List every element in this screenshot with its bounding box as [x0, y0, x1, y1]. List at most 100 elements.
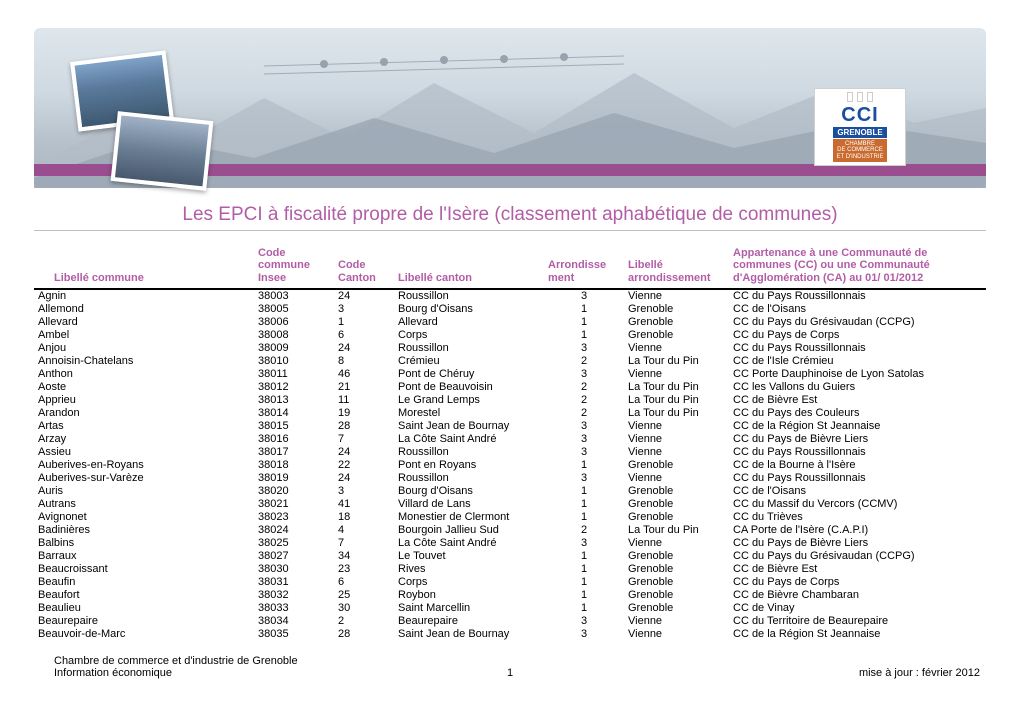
- cell: 3: [544, 615, 624, 628]
- cell: 38025: [254, 537, 334, 550]
- cell: 11: [334, 394, 394, 407]
- cell: Assieu: [34, 446, 254, 459]
- cell: Grenoble: [624, 485, 729, 498]
- cell: CC de la Région St Jeannaise: [729, 628, 986, 641]
- cell: Saint Jean de Bournay: [394, 628, 544, 641]
- cell: Grenoble: [624, 303, 729, 316]
- cell: Allevard: [34, 316, 254, 329]
- cell: 7: [334, 537, 394, 550]
- cell: 24: [334, 289, 394, 303]
- cell: CC de la Bourne à l'Isère: [729, 459, 986, 472]
- photo-2: [111, 111, 214, 191]
- cell: 38010: [254, 355, 334, 368]
- cci-logo: CCI GRENOBLE CHAMBREDE COMMERCEET D'INDU…: [814, 88, 906, 166]
- table-row: Beauvoir-de-Marc3803528Saint Jean de Bou…: [34, 628, 986, 641]
- cell: Roussillon: [394, 472, 544, 485]
- cell: 38023: [254, 511, 334, 524]
- page-title: Les EPCI à fiscalité propre de l'Isère (…: [34, 204, 986, 226]
- cell: Grenoble: [624, 589, 729, 602]
- cell: Beaucroissant: [34, 563, 254, 576]
- cell: 3: [544, 446, 624, 459]
- cell: 38024: [254, 524, 334, 537]
- header-banner: CCI GRENOBLE CHAMBREDE COMMERCEET D'INDU…: [34, 28, 986, 188]
- cell: 1: [544, 563, 624, 576]
- cell: CC du Pays Roussillonnais: [729, 289, 986, 303]
- cell: CC de l'Oisans: [729, 303, 986, 316]
- cell: CC de Bièvre Est: [729, 394, 986, 407]
- cell: 38018: [254, 459, 334, 472]
- cell: 24: [334, 446, 394, 459]
- cell: La Tour du Pin: [624, 394, 729, 407]
- cell: 21: [334, 381, 394, 394]
- table-row: Anthon3801146Pont de Chéruy3VienneCC Por…: [34, 368, 986, 381]
- cell: CC du Pays du Grésivaudan (CCPG): [729, 316, 986, 329]
- cell: Crémieu: [394, 355, 544, 368]
- table-row: Auberives-en-Royans3801822Pont en Royans…: [34, 459, 986, 472]
- cell: Vienne: [624, 342, 729, 355]
- cell: Bourgoin Jallieu Sud: [394, 524, 544, 537]
- cell: CC de la Région St Jeannaise: [729, 420, 986, 433]
- cell: CC du Pays de Bièvre Liers: [729, 537, 986, 550]
- table-row: Avignonet3802318Monestier de Clermont1Gr…: [34, 511, 986, 524]
- page-number: 1: [507, 667, 513, 679]
- cell: CC du Massif du Vercors (CCMV): [729, 498, 986, 511]
- cell: Agnin: [34, 289, 254, 303]
- cell: 38027: [254, 550, 334, 563]
- cell: 38020: [254, 485, 334, 498]
- cell: 1: [544, 602, 624, 615]
- cell: 1: [544, 498, 624, 511]
- cell: La Tour du Pin: [624, 381, 729, 394]
- cell: CC du Territoire de Beaurepaire: [729, 615, 986, 628]
- cell: 1: [544, 550, 624, 563]
- cell: 38032: [254, 589, 334, 602]
- cell: 41: [334, 498, 394, 511]
- cell: Le Grand Lemps: [394, 394, 544, 407]
- col-lib-arr: Libelléarrondissement: [624, 233, 729, 289]
- cell: 1: [544, 459, 624, 472]
- cell: 38003: [254, 289, 334, 303]
- cell: 8: [334, 355, 394, 368]
- cell: Artas: [34, 420, 254, 433]
- cell: Grenoble: [624, 602, 729, 615]
- cell: Auberives-sur-Varèze: [34, 472, 254, 485]
- footer-left: Chambre de commerce et d'industrie de Gr…: [54, 655, 298, 679]
- cell: Grenoble: [624, 511, 729, 524]
- cell: 3: [544, 368, 624, 381]
- cell: Corps: [394, 576, 544, 589]
- cell: 24: [334, 342, 394, 355]
- col-epci: Appartenance à une Communauté decommunes…: [729, 233, 986, 289]
- cell: Vienne: [624, 628, 729, 641]
- cell: 28: [334, 420, 394, 433]
- cell: 24: [334, 472, 394, 485]
- table-row: Barraux3802734Le Touvet1GrenobleCC du Pa…: [34, 550, 986, 563]
- cell: CC du Pays Roussillonnais: [729, 472, 986, 485]
- cell: 1: [544, 316, 624, 329]
- cell: Grenoble: [624, 550, 729, 563]
- cell: La Côte Saint André: [394, 537, 544, 550]
- cell: Villard de Lans: [394, 498, 544, 511]
- cell: Ambel: [34, 329, 254, 342]
- cell: Arzay: [34, 433, 254, 446]
- cell: CC du Pays de Corps: [729, 576, 986, 589]
- table-row: Aoste3801221Pont de Beauvoisin2La Tour d…: [34, 381, 986, 394]
- cell: 2: [544, 407, 624, 420]
- footer-org: Chambre de commerce et d'industrie de Gr…: [54, 655, 298, 667]
- cell: 38006: [254, 316, 334, 329]
- table-row: Badinières380244Bourgoin Jallieu Sud2La …: [34, 524, 986, 537]
- cell: Saint Jean de Bournay: [394, 420, 544, 433]
- cell: Saint Marcellin: [394, 602, 544, 615]
- cell: La Tour du Pin: [624, 355, 729, 368]
- cell: Roybon: [394, 589, 544, 602]
- cell: Le Touvet: [394, 550, 544, 563]
- table-row: Annoisin-Chatelans380108Crémieu2La Tour …: [34, 355, 986, 368]
- cell: CC du Pays de Corps: [729, 329, 986, 342]
- footer-date: mise à jour : février 2012: [859, 667, 980, 679]
- col-commune: Libellé commune: [34, 233, 254, 289]
- cell: 3: [334, 485, 394, 498]
- cell: Bourg d'Oisans: [394, 303, 544, 316]
- cell: 38017: [254, 446, 334, 459]
- cell: 38009: [254, 342, 334, 355]
- cell: 1: [544, 329, 624, 342]
- cell: La Tour du Pin: [624, 407, 729, 420]
- cell: Grenoble: [624, 576, 729, 589]
